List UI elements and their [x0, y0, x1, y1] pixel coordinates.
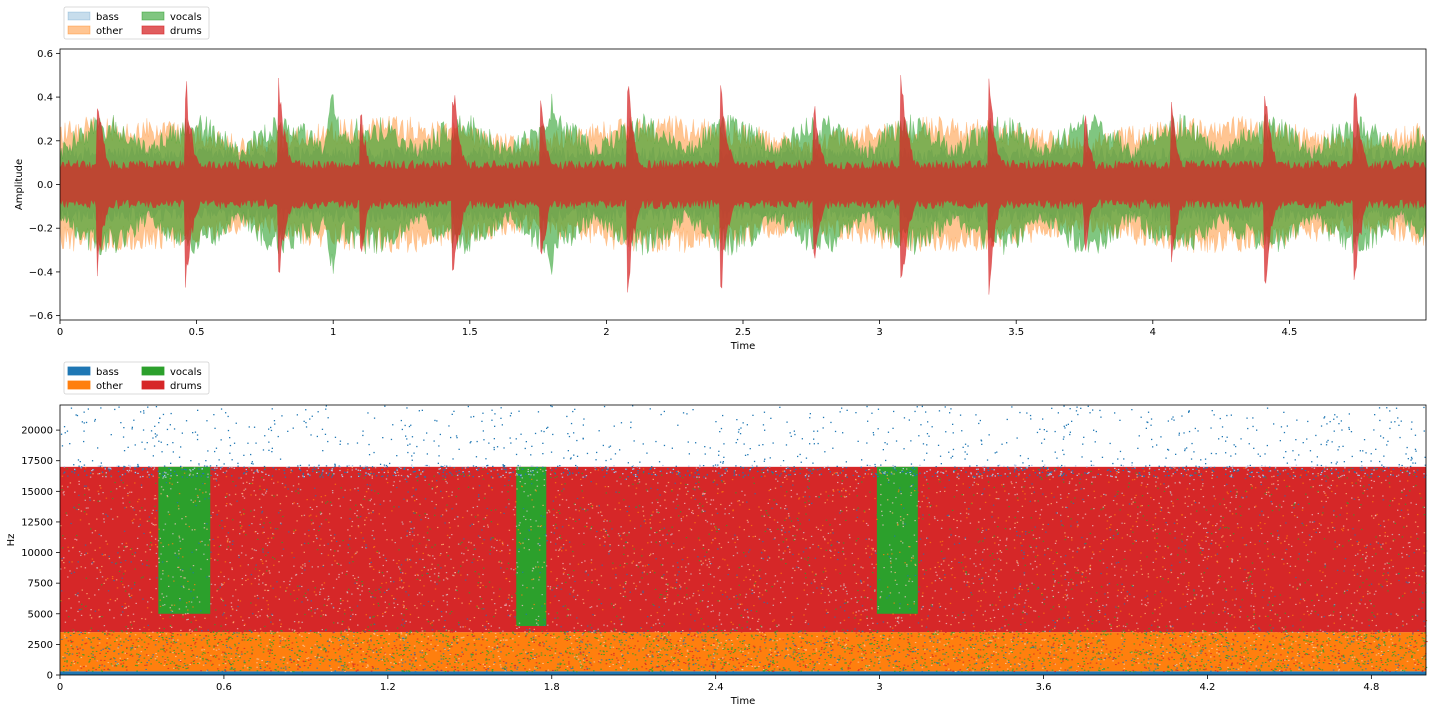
spectrogram-axes-frame: [59, 404, 1427, 676]
spectrogram-y-tick-label: 12500: [21, 517, 53, 528]
waveform-x-tick-label: 4: [1150, 327, 1156, 338]
spectrogram-panel: bass other vocals drums 0 0.6 1.2 1.8 2.4 3 3.6 4.…: [6, 361, 1428, 707]
spectrogram-x-tick-label: 3.6: [1036, 682, 1052, 693]
spectrogram-x-tick-label: 1.2: [380, 682, 396, 693]
spectrogram-y-ticks: 0 2500 5000 7500 10000 12500 15000 17500 20000: [21, 426, 60, 682]
waveform-y-tick-label: 0.0: [37, 180, 53, 191]
spectrogram-y-tick-label: 17500: [21, 456, 53, 467]
waveform-y-tick-label: −0.6: [29, 311, 53, 322]
spectrogram-region-vocals: [158, 466, 211, 614]
spectrogram-legend-label-bass: bass: [96, 367, 119, 378]
spectrogram-x-axis-label: Time: [730, 696, 755, 707]
spectrogram-legend-swatch-bass: [67, 366, 91, 376]
spectrogram-x-tick-label: 4.8: [1363, 682, 1379, 693]
waveform-y-tick-label: 0.4: [37, 93, 53, 104]
waveform-series-drums: [60, 75, 1426, 295]
waveform-legend-label-vocals: vocals: [170, 12, 202, 23]
spectrogram-region-vocals: [876, 466, 918, 614]
spectrogram-x-tick-label: 2.4: [708, 682, 724, 693]
spectrogram-legend-label-vocals: vocals: [170, 367, 202, 378]
waveform-x-tick-label: 2: [603, 327, 609, 338]
waveform-series-group: [60, 75, 1426, 295]
waveform-x-tick-label: 0: [57, 327, 63, 338]
spectrogram-legend-swatch-other: [67, 380, 91, 390]
waveform-x-ticks: 0 0.5 1 1.5 2 2.5 3 3.5 4 4.5: [57, 320, 1297, 338]
spectrogram-texture: [60, 405, 1428, 673]
waveform-x-tick-label: 3.5: [1008, 327, 1024, 338]
waveform-y-ticks: −0.6 −0.4 −0.2 0.0 0.2 0.4 0.6: [29, 49, 60, 322]
waveform-legend-swatch-drums: [141, 25, 165, 35]
spectrogram-y-tick-label: 0: [47, 671, 53, 682]
spectrogram-x-ticks: 0 0.6 1.2 1.8 2.4 3 3.6 4.2 4.8: [57, 675, 1379, 693]
waveform-legend: bass other vocals drums: [63, 6, 210, 40]
spectrogram-x-tick-label: 3: [876, 682, 882, 693]
spectrogram-x-tick-label: 1.8: [544, 682, 560, 693]
waveform-legend-swatch-other: [67, 25, 91, 35]
spectrogram-y-tick-label: 15000: [21, 487, 53, 498]
waveform-y-axis-label: Amplitude: [14, 159, 25, 210]
spectrogram-region-vocals: [516, 466, 547, 627]
spectrogram-x-tick-label: 4.2: [1199, 682, 1215, 693]
spectrogram-legend-label-drums: drums: [170, 381, 202, 392]
spectrogram-legend-swatch-vocals: [141, 366, 165, 376]
spectrogram-legend-label-other: other: [96, 381, 124, 392]
spectrogram-x-tick-label: 0: [57, 682, 63, 693]
waveform-y-tick-label: −0.2: [29, 224, 53, 235]
spectrogram-y-tick-label: 5000: [28, 609, 53, 620]
waveform-y-tick-label: 0.6: [37, 49, 53, 60]
spectrogram-legend-swatch-drums: [141, 380, 165, 390]
waveform-y-tick-label: 0.2: [37, 136, 53, 147]
waveform-panel: bass other vocals drums 0 0.5 1 1.5 2 2.5 3 3.5 4 4.…: [14, 6, 1427, 352]
spectrogram-y-tick-label: 20000: [21, 426, 53, 437]
waveform-y-tick-label: −0.4: [29, 267, 53, 278]
waveform-plot-area: [59, 48, 1427, 321]
waveform-legend-label-drums: drums: [170, 26, 202, 37]
waveform-x-tick-label: 4.5: [1281, 327, 1297, 338]
waveform-x-tick-label: 1.5: [462, 327, 478, 338]
spectrogram-y-tick-label: 10000: [21, 548, 53, 559]
waveform-legend-label-bass: bass: [96, 12, 119, 23]
spectrogram-region-bass: [60, 671, 1426, 675]
spectrogram-y-tick-label: 7500: [28, 579, 53, 590]
spectrogram-y-axis-label: Hz: [6, 534, 17, 547]
waveform-x-tick-label: 1: [330, 327, 336, 338]
spectrogram-y-tick-label: 2500: [28, 640, 53, 651]
spectrogram-x-tick-label: 0.6: [216, 682, 232, 693]
waveform-legend-swatch-bass: [67, 11, 91, 21]
spectrogram-region-drums: [60, 466, 1426, 633]
waveform-x-tick-label: 3: [876, 327, 882, 338]
spectrogram-legend: bass other vocals drums: [63, 361, 210, 395]
waveform-legend-swatch-vocals: [141, 11, 165, 21]
waveform-x-tick-label: 0.5: [189, 327, 205, 338]
waveform-x-tick-label: 2.5: [735, 327, 751, 338]
waveform-legend-box: [63, 6, 210, 40]
waveform-x-axis-label: Time: [730, 341, 755, 352]
waveform-legend-label-other: other: [96, 26, 124, 37]
spectrogram-plot-area: [60, 405, 1428, 675]
spectrogram-legend-box: [63, 361, 210, 395]
